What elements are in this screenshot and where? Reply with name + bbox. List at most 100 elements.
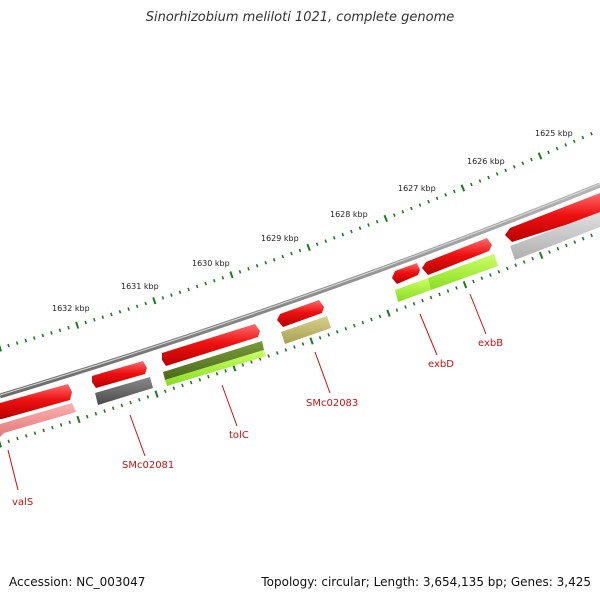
inner-tick-mark <box>522 260 526 264</box>
leader-line-exbb <box>469 293 487 335</box>
gene-arrow-exbb <box>422 238 492 275</box>
inner-tick-mark <box>293 345 296 349</box>
outer-tick-mark <box>178 290 182 295</box>
outer-tick-mark <box>101 315 105 319</box>
outer-tick-mark <box>84 320 87 325</box>
category-bar-smc02083 <box>281 316 331 344</box>
kbp-label: 1630 kbp <box>192 259 230 268</box>
outer-tick-mark <box>401 210 405 214</box>
inner-tick-mark <box>565 243 568 248</box>
inner-tick-mark <box>309 337 314 345</box>
outer-tick-mark <box>470 182 473 187</box>
outer-tick-mark <box>221 276 225 280</box>
gene-label-exbd: exbD <box>428 359 454 370</box>
inner-tick-mark <box>138 398 141 402</box>
inner-tick-mark <box>120 403 124 408</box>
outer-tick-mark <box>435 196 439 201</box>
forward-strand-features <box>0 193 600 419</box>
inner-tick-mark <box>514 263 518 267</box>
outer-tick-mark <box>547 150 550 155</box>
gene-label-smc02081: SMc02081 <box>122 460 174 471</box>
gene-label-vals: valS <box>12 497 33 508</box>
outer-tick-mark <box>135 304 139 309</box>
outer-tick-mark <box>332 236 336 240</box>
outer-tick-mark <box>590 131 593 136</box>
outer-tick-mark <box>341 232 345 237</box>
outer-tick-mark <box>144 301 147 306</box>
outer-tick-mark <box>324 239 328 243</box>
outer-tick-mark <box>110 312 113 317</box>
outer-tick-mark <box>238 270 242 274</box>
inner-tick-mark <box>189 380 193 385</box>
kbp-label: 1629 kbp <box>261 234 299 243</box>
inner-tick-mark <box>207 374 210 379</box>
category-bar-tolc-light <box>165 350 266 386</box>
inner-tick-mark <box>370 317 373 322</box>
gene-arrow-smc02083 <box>277 300 324 327</box>
outer-tick-mark <box>375 219 379 224</box>
inner-tick-mark <box>241 363 245 367</box>
inner-tick-mark <box>267 354 270 358</box>
inner-tick-mark <box>301 342 305 346</box>
outer-tick-mark <box>255 264 259 268</box>
outer-tick-mark <box>187 287 190 292</box>
gene-labels: valS SMc02081 tolC SMc02083 exbD exbB <box>12 338 503 508</box>
inner-tick-mark <box>258 357 262 361</box>
outer-tick-mark <box>0 344 2 352</box>
outer-tick-mark <box>478 179 482 183</box>
map-title: Sinorhizobium meliloti 1021, complete ge… <box>145 10 455 25</box>
inner-tick-mark <box>146 395 150 399</box>
kbp-label: 1628 kbp <box>330 210 368 219</box>
inner-tick-mark <box>455 286 458 290</box>
kbp-label: 1626 kbp <box>467 157 505 166</box>
outer-tick-mark <box>504 168 508 173</box>
inner-tick-mark <box>556 246 560 251</box>
leader-line-vals <box>7 449 19 491</box>
inner-tick-mark <box>129 400 132 405</box>
outer-tick-mark <box>460 184 466 192</box>
inner-tick-mark <box>111 406 115 411</box>
gene-label-exbb: exbB <box>478 338 503 349</box>
outer-tick-mark <box>298 248 302 253</box>
outer-tick-mark <box>58 328 62 333</box>
label-leader-lines <box>7 293 487 491</box>
category-bars <box>0 212 600 437</box>
inner-tick-mark <box>172 386 176 391</box>
outer-tick-mark <box>564 143 568 147</box>
kbp-label: 1627 kbp <box>398 184 436 193</box>
outer-tick-mark <box>444 193 448 197</box>
outer-tick-mark <box>392 213 396 217</box>
outer-tick-mark <box>383 214 388 223</box>
inner-tick-mark <box>154 390 159 398</box>
inner-tick-mark <box>438 292 441 297</box>
inner-tick-mark <box>573 240 577 244</box>
outer-tick-mark <box>15 341 19 345</box>
inner-tick-mark <box>275 351 279 355</box>
inner-tick-mark <box>395 308 399 312</box>
inner-tick-mark <box>0 440 2 448</box>
outer-tick-mark <box>170 293 173 297</box>
inner-tick-mark <box>378 314 382 319</box>
inner-tick-mark <box>531 256 534 261</box>
gene-arrow-vals <box>0 384 72 419</box>
outer-tick-mark <box>41 333 45 338</box>
inner-tick-mark <box>181 383 184 388</box>
inner-tick-mark <box>505 266 509 271</box>
inner-tick-mark <box>224 369 227 373</box>
outer-tick-mark <box>50 331 53 335</box>
outer-tick-mark <box>572 139 576 144</box>
outer-tick-ring <box>0 131 593 352</box>
category-bar-vals <box>0 403 76 437</box>
inner-tick-mark <box>489 273 492 277</box>
gene-arrow-smc02081 <box>92 361 147 388</box>
inner-tick-mark <box>361 320 365 325</box>
inner-tick-mark <box>33 431 37 435</box>
inner-tick-mark <box>103 409 106 413</box>
inner-tick-mark <box>250 360 253 364</box>
category-bar-smc02081 <box>95 377 153 405</box>
inner-tick-mark <box>335 330 339 334</box>
outer-tick-mark <box>281 254 285 259</box>
genome-backbone <box>0 182 600 399</box>
leader-line-smc02081 <box>129 414 146 457</box>
inner-tick-mark <box>446 289 450 293</box>
